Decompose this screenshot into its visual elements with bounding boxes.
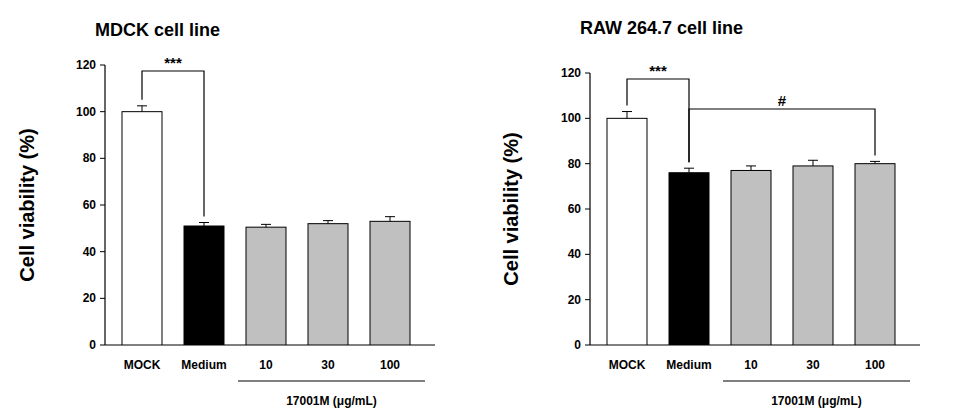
y-tick-label: 100: [76, 105, 96, 119]
bar: [308, 224, 348, 345]
significance-label: ***: [649, 62, 667, 79]
error-bar: [261, 224, 271, 227]
y-tick: [100, 158, 105, 159]
bar: [793, 166, 833, 345]
bars: [122, 106, 410, 345]
error-bar: [746, 166, 756, 171]
error-bar: [385, 217, 395, 222]
y-tick-label: 40: [568, 247, 582, 261]
bar: [122, 112, 162, 345]
chart: MDCK cell line Cell viability (%) 0 20 40 60 8…: [16, 20, 435, 408]
bar: [607, 118, 647, 345]
x-tick-label: 10: [259, 358, 273, 372]
y-tick-label: 120: [76, 58, 96, 72]
y-axis: [104, 65, 105, 345]
y-tick-label: 0: [89, 338, 96, 352]
group-label: 17001M (μg/mL): [771, 394, 862, 408]
y-tick: [585, 163, 590, 164]
bar: [855, 164, 895, 345]
error-bar: [199, 223, 209, 227]
bar: [669, 173, 709, 345]
y-tick-label: 80: [568, 157, 582, 171]
y-tick-label: 60: [568, 202, 582, 216]
error-bar: [137, 106, 147, 112]
y-tick-label: 60: [83, 198, 97, 212]
y-tick: [100, 205, 105, 206]
y-axis-label: Cell viability (%): [500, 132, 522, 285]
title: RAW 264.7 cell line: [580, 18, 743, 38]
y-tick: [100, 251, 105, 252]
x-tick-label: MOCK: [609, 358, 646, 372]
x-tick-label: MOCK: [124, 358, 161, 372]
group-line: [723, 380, 910, 381]
significance-bracket: [142, 71, 204, 217]
title: MDCK cell line: [95, 20, 220, 40]
error-bar: [622, 112, 632, 119]
error-bar: [870, 161, 880, 163]
figure: MDCK cell line Cell viability (%) 0 20 40 60 8…: [0, 0, 973, 418]
x-tick-label: 30: [321, 358, 335, 372]
y-tick: [585, 345, 590, 346]
bars: [607, 112, 895, 345]
group-line: [238, 380, 425, 381]
y-tick-label: 100: [561, 111, 581, 125]
x-tick-label: 30: [806, 358, 820, 372]
significance-bracket: [627, 79, 689, 162]
y-tick: [100, 298, 105, 299]
bar: [184, 226, 224, 345]
y-tick: [585, 209, 590, 210]
group-label: 17001M (μg/mL): [286, 394, 377, 408]
bar: [370, 221, 410, 345]
significance-label: ***: [164, 54, 182, 71]
y-tick: [100, 345, 105, 346]
x-tick-label: 100: [380, 358, 400, 372]
y-tick-label: 20: [568, 293, 582, 307]
x-tick-label: 100: [865, 358, 885, 372]
error-bar: [808, 160, 818, 166]
y-tick: [585, 118, 590, 119]
significance-bracket: [689, 109, 875, 162]
error-bar: [684, 168, 694, 173]
y-tick-label: 0: [574, 338, 581, 352]
y-tick-label: 120: [561, 66, 581, 80]
y-tick: [585, 73, 590, 74]
y-tick-label: 20: [83, 291, 97, 305]
bar: [246, 227, 286, 345]
y-tick-label: 40: [83, 245, 97, 259]
y-axis-label: Cell viability (%): [16, 128, 38, 281]
x-tick-label: 10: [744, 358, 758, 372]
x-tick-label: Medium: [666, 358, 711, 372]
x-tick-label: Medium: [181, 358, 226, 372]
bar: [731, 170, 771, 345]
y-tick: [100, 111, 105, 112]
y-tick: [585, 299, 590, 300]
error-bar: [323, 221, 333, 224]
chart: RAW 264.7 cell line Cell viability (%) 0 20…: [500, 18, 920, 408]
y-tick: [585, 254, 590, 255]
y-tick: [100, 65, 105, 66]
y-axis: [589, 73, 590, 345]
y-tick-label: 80: [83, 151, 97, 165]
significance-label: #: [778, 92, 787, 109]
